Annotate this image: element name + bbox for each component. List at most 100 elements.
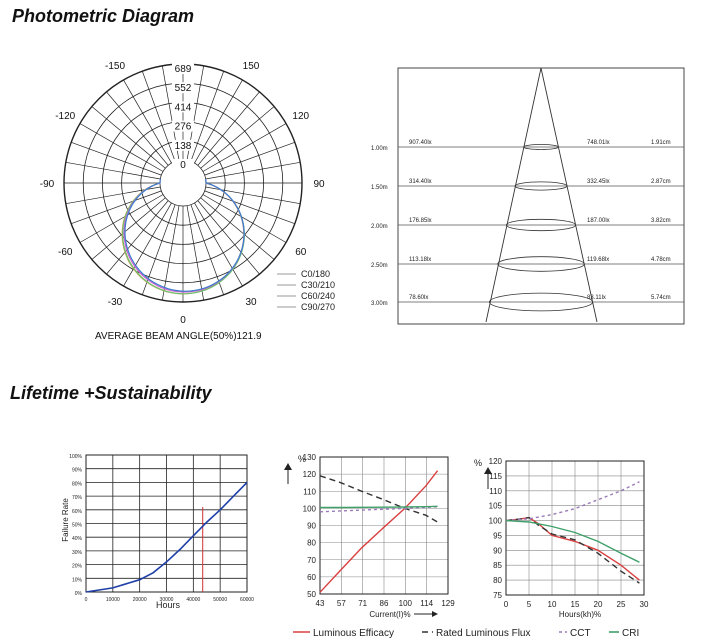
y-axis-label: Failure Rate (61, 498, 70, 542)
polar-r-tick: 276 (175, 122, 192, 133)
cone-diameter: 2.87cm (651, 179, 671, 185)
x-tick-label: 40000 (186, 597, 200, 603)
polar-chart: 689 552 414 276 138 0 -150 150 -120 120 -90 90 -60 60… (40, 61, 335, 342)
legend-label: CRI (622, 628, 639, 639)
polar-footer: AVERAGE BEAM ANGLE(50%)121.9 (95, 331, 262, 342)
polar-spoke (205, 161, 301, 180)
polar-angle-label: -150 (105, 61, 125, 72)
x-tick-label: 57 (337, 599, 346, 608)
cone-avg-lux: 332.45lx (587, 179, 610, 185)
polar-angle-label: 120 (292, 111, 309, 122)
x-tick-label: 0 (504, 600, 509, 609)
polar-spoke (91, 106, 166, 169)
y-arrow-head (484, 467, 492, 474)
x-tick-label: 25 (617, 600, 626, 609)
cone-distance: 1.00m (371, 146, 388, 152)
cone-ellipse (523, 144, 559, 150)
y-axis-label: % (298, 454, 306, 464)
polar-spoke (190, 204, 225, 295)
y-arrow-head (284, 463, 292, 470)
cone-avg-lux: 748.01lx (587, 140, 610, 146)
polar-tick-bg (172, 139, 194, 151)
y-tick-label: 80 (307, 539, 316, 548)
cone-ellipse (497, 256, 585, 272)
polar-spoke (204, 190, 295, 225)
series-line-3 (320, 505, 438, 509)
legend-label: CCT (570, 628, 591, 639)
polar-spoke (204, 141, 295, 176)
polar-angle-label: -120 (55, 111, 75, 122)
polar-spoke (197, 200, 260, 275)
polar-angle-label: 60 (295, 247, 307, 258)
y-tick-label: 70% (72, 495, 83, 501)
cone-ellipse (505, 218, 577, 232)
y-tick-label: 50 (307, 590, 316, 599)
legend-label: Rated Luminous Flux (436, 628, 531, 639)
polar-r-tick: 552 (175, 83, 192, 94)
series-line-2 (319, 506, 438, 513)
cone-edge-right (540, 67, 598, 323)
x-tick-label: 30000 (160, 597, 174, 603)
cone-distance: 1.50m (371, 185, 388, 191)
y-tick-label: 105 (489, 502, 503, 511)
x-tick-label: 0 (85, 597, 88, 603)
cone-avg-lux: 83.11lx (587, 295, 606, 301)
polar-spoke (79, 194, 164, 243)
polar-spoke (202, 123, 287, 172)
polar-spoke (197, 91, 260, 166)
x-tick-label: 100 (399, 599, 413, 608)
hours-chart: 0 5 10 15 20 25 30 75 80 85 90 95 100 105 110 115 120% Ho… (474, 457, 649, 619)
cone-chart: 1.00m 907.40lx 748.01lx 1.91cm 1.50m 314.40lx… (371, 67, 685, 325)
polar-tick-bg (172, 101, 194, 113)
x-tick-label: 86 (380, 599, 389, 608)
x-tick-label: 114 (420, 599, 433, 608)
x-axis-label: Hours(kh)% (559, 610, 601, 619)
cone-distance: 3.00m (371, 301, 388, 307)
polar-spoke (106, 91, 169, 166)
polar-spoke (200, 106, 275, 169)
polar-spoke (161, 205, 180, 301)
x-tick-label: 20000 (133, 597, 147, 603)
y-tick-label: 115 (489, 472, 502, 481)
polar-spoke (190, 71, 225, 162)
x-arrow-head (432, 611, 438, 617)
y-tick-label: 60 (307, 573, 316, 582)
x-tick-label: 60000 (240, 597, 254, 603)
failure-rate: 0 10000 20000 30000 40000 50000 60000 0% 10% 20% 3… (61, 454, 254, 610)
photometric-title: Photometric Diagram (12, 6, 195, 26)
cone-diameter: 4.78cm (651, 257, 671, 263)
series-line-1 (505, 516, 640, 584)
polar-spoke (194, 79, 243, 164)
polar-spoke (91, 197, 166, 260)
current-chart: 43 57 71 86 100 114 129 50 60 70 80 90 100 110 120 130%… (284, 453, 455, 619)
y-tick-label: 90% (72, 468, 83, 474)
y-tick-label: 120 (489, 457, 503, 466)
polar-tick-bg (172, 82, 194, 94)
polar-r-tick: 414 (175, 102, 192, 113)
polar-r-tick: 138 (175, 141, 192, 152)
y-tick-label: 80% (72, 481, 83, 487)
bottom-legend: Luminous Efficacy Rated Luminous Flux CCT C… (293, 628, 639, 639)
y-tick-label: 110 (303, 487, 316, 496)
polar-angle-label: 90 (313, 179, 325, 190)
cone-center-lux: 113.18lx (409, 257, 431, 263)
polar-tick-bg (172, 120, 194, 132)
x-tick-label: 10000 (106, 597, 120, 603)
y-tick-label: 60% (72, 509, 83, 515)
polar-spoke (186, 205, 205, 301)
y-tick-label: 80 (493, 576, 502, 585)
cone-center-lux: 907.40lx (409, 140, 432, 146)
y-tick-label: 90 (307, 522, 316, 531)
polar-angle-label: 0 (180, 315, 186, 326)
cone-ellipse (514, 181, 568, 191)
polar-spoke (106, 200, 169, 275)
polar-legend-item: C30/210 (301, 280, 335, 290)
cone-diameter: 5.74cm (651, 295, 671, 301)
y-tick-label: 85 (493, 561, 502, 570)
polar-tick-bg (172, 63, 194, 74)
cone-center-lux: 314.40lx (409, 179, 432, 185)
x-tick-label: 50000 (213, 597, 227, 603)
cone-diameter: 1.91cm (651, 140, 671, 146)
y-tick-label: 120 (303, 470, 317, 479)
polar-spoke (71, 190, 162, 225)
